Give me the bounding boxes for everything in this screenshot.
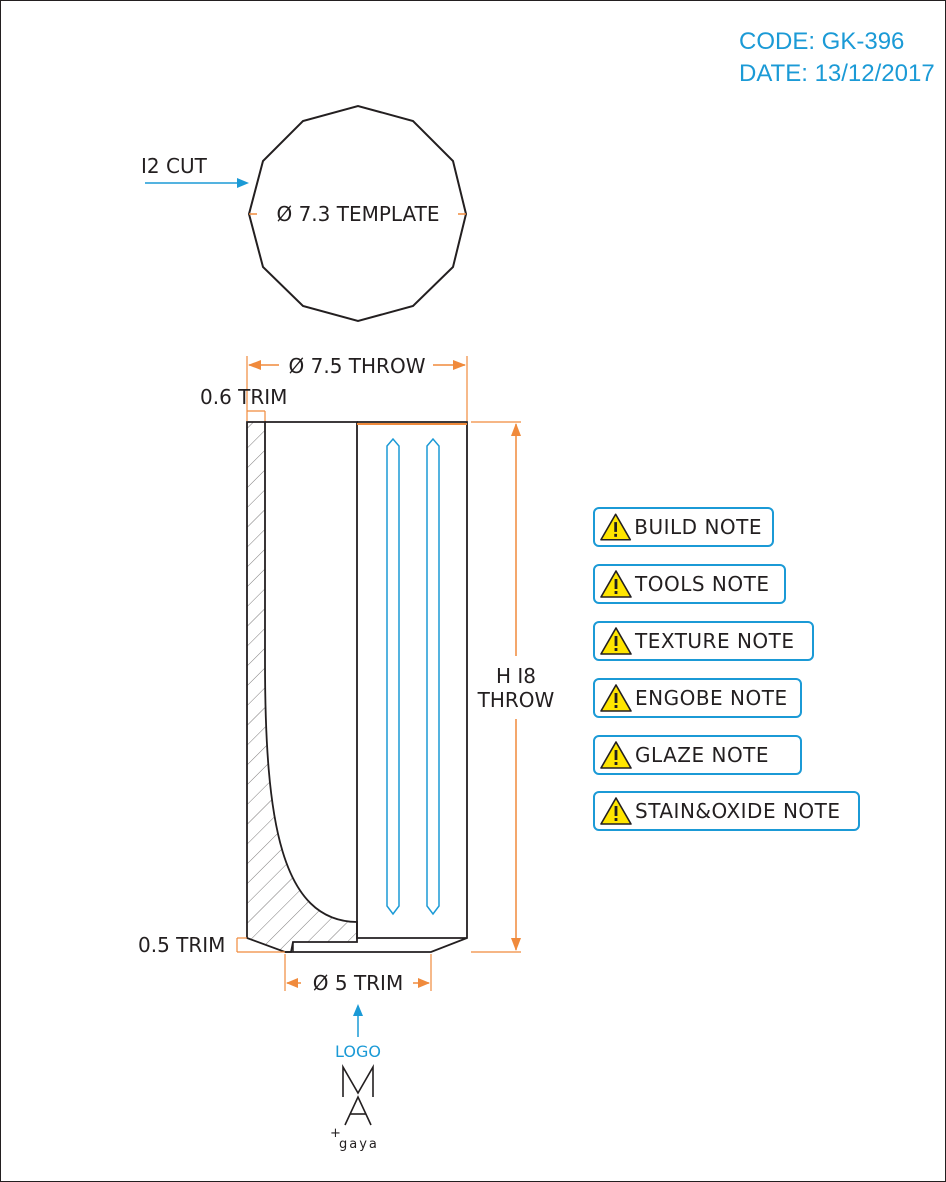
- note-label: BUILD NOTE: [634, 515, 762, 539]
- bottom-trim-marker: [236, 937, 285, 953]
- warning-icon: [600, 513, 632, 541]
- note-stain-oxide[interactable]: STAIN&OXIDE NOTE: [593, 791, 860, 831]
- warning-icon: [600, 741, 632, 769]
- date-label: DATE: 13/12/2017: [739, 60, 935, 87]
- top-trim-marker: [247, 410, 266, 422]
- template-diameter-label: Ø 7.3 TEMPLATE: [276, 202, 439, 226]
- code-label: CODE: GK-396: [739, 28, 904, 55]
- logo-label: LOGO: [335, 1042, 381, 1061]
- foot-diameter-label: Ø 5 TRIM: [313, 971, 403, 995]
- note-label: STAIN&OXIDE NOTE: [635, 799, 841, 823]
- note-label: TEXTURE NOTE: [635, 629, 795, 653]
- note-glaze[interactable]: GLAZE NOTE: [593, 735, 802, 775]
- throw-diameter-dimension: [246, 356, 468, 421]
- cut-label: I2 CUT: [141, 154, 208, 178]
- note-engobe[interactable]: ENGOBE NOTE: [593, 678, 802, 718]
- logo-brand: gaya: [339, 1137, 379, 1152]
- height-label-line1: H I8: [496, 664, 536, 688]
- note-label: TOOLS NOTE: [635, 572, 770, 596]
- throw-diameter-label: Ø 7.5 THROW: [289, 354, 426, 378]
- warning-icon: [600, 627, 632, 655]
- logo-arrow: [353, 1004, 363, 1037]
- cut-arrow: [145, 178, 249, 188]
- warning-icon: [600, 797, 632, 825]
- cup-wall-section: [246, 421, 358, 953]
- logo-plus: +: [330, 1126, 343, 1141]
- warning-icon: [600, 570, 632, 598]
- note-label: GLAZE NOTE: [635, 743, 770, 767]
- cup-exterior: [285, 421, 468, 953]
- note-label: ENGOBE NOTE: [635, 686, 788, 710]
- top-trim-label: 0.6 TRIM: [200, 385, 287, 409]
- height-dimension: [471, 421, 521, 953]
- note-texture[interactable]: TEXTURE NOTE: [593, 621, 814, 661]
- texture-flutes: [386, 437, 440, 916]
- foot-diameter-dimension: [284, 954, 432, 991]
- note-build[interactable]: BUILD NOTE: [593, 507, 774, 547]
- bottom-trim-label: 0.5 TRIM: [138, 933, 225, 957]
- warning-icon: [600, 684, 632, 712]
- height-label-line2: THROW: [477, 688, 555, 712]
- note-tools[interactable]: TOOLS NOTE: [593, 564, 786, 604]
- gaya-logo-mark: [342, 1064, 374, 1126]
